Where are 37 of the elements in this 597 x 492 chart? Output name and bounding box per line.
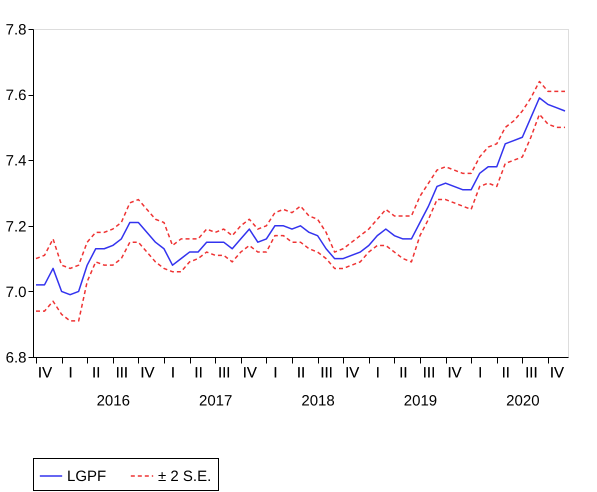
x-tick-label: 2020 <box>506 392 540 410</box>
x-tick-label: III <box>218 364 230 382</box>
x-tick-label: 2017 <box>198 392 232 410</box>
legend-label: ± 2 S.E. <box>158 468 212 485</box>
x-tick-label: II <box>399 364 408 382</box>
x-tick-label: I <box>170 364 176 382</box>
x-tick-label: III <box>320 364 333 382</box>
x-tick-label: I <box>376 364 380 382</box>
x-tick-label: III <box>116 364 128 382</box>
y-tick-label: 7.8 <box>6 22 26 38</box>
x-tick-label: I <box>478 364 482 382</box>
x-tick-label: II <box>92 364 100 382</box>
x-tick-label: 2018 <box>301 392 335 410</box>
y-tick-label: 7.2 <box>6 218 26 236</box>
y-tick-label: 7.0 <box>6 284 26 301</box>
y-tick-label: 7.6 <box>6 87 26 104</box>
x-tick-label: 2019 <box>404 392 438 410</box>
x-tick-label: IV <box>242 364 257 382</box>
x-tick-label: I <box>273 364 278 382</box>
x-tick-label: IV <box>38 364 52 382</box>
line-series <box>35 114 566 322</box>
x-tick-label: IV <box>140 364 155 382</box>
x-tick-label: IV <box>550 364 564 382</box>
line-series <box>35 97 566 296</box>
y-tick-label: 6.8 <box>6 350 26 366</box>
x-tick-label: I <box>68 364 73 382</box>
x-tick-label: IV <box>345 364 360 382</box>
legend-label: LGPF <box>67 468 106 485</box>
x-tick-label: III <box>525 364 538 382</box>
x-tick-label: II <box>296 364 306 382</box>
x-tick-label: IV <box>447 364 462 382</box>
line-series <box>35 80 566 270</box>
x-tick-label: 2016 <box>96 392 130 410</box>
x-tick-label: II <box>502 364 510 382</box>
x-tick-label: III <box>422 364 436 382</box>
x-tick-label: II <box>194 364 203 382</box>
y-tick-label: 7.4 <box>6 152 26 170</box>
